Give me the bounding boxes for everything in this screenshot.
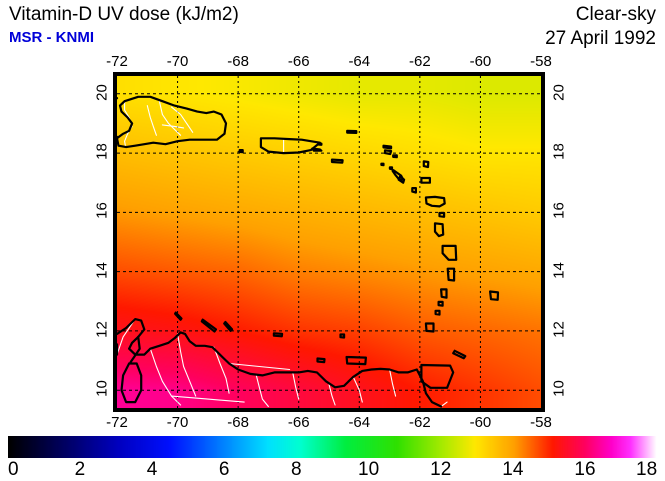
y-axis-tick xyxy=(113,152,117,155)
date-label: 27 April 1992 xyxy=(545,28,656,49)
map-panel xyxy=(113,72,545,412)
y-axis-label: 20 xyxy=(550,83,568,101)
x-axis-tick xyxy=(540,72,542,76)
data-source-label: MSR - KNMI xyxy=(9,29,94,46)
colorbar-tick-label: 2 xyxy=(74,459,86,480)
page-title: Vitamin-D UV dose (kJ/m2) xyxy=(9,4,239,25)
x-axis-label: -64 xyxy=(348,53,371,70)
y-axis-tick xyxy=(541,92,545,95)
x-axis-tick xyxy=(237,408,240,412)
y-axis-label: 10 xyxy=(93,380,111,398)
y-axis-label: 12 xyxy=(550,321,568,338)
y-axis-tick xyxy=(113,389,117,392)
y-axis-tick xyxy=(113,92,117,95)
sky-condition-label: Clear-sky xyxy=(575,4,656,25)
y-axis-tick xyxy=(541,152,545,155)
x-axis-label: -72 xyxy=(106,414,128,431)
x-axis-label: -62 xyxy=(409,414,431,431)
colorbar xyxy=(8,436,657,458)
x-axis-tick xyxy=(116,72,118,76)
x-axis-tick xyxy=(540,408,542,412)
x-axis-label: -60 xyxy=(469,53,492,70)
y-axis-label: 10 xyxy=(550,380,568,398)
colorbar-tick-label: 16 xyxy=(574,459,596,480)
x-axis-tick xyxy=(176,408,179,412)
map-frame xyxy=(113,72,545,412)
colorbar-tick-label: 4 xyxy=(146,459,158,480)
x-axis-tick xyxy=(418,408,421,412)
x-axis-tick xyxy=(479,408,482,412)
x-axis-label: -58 xyxy=(530,53,552,70)
colorbar-tick-label: 12 xyxy=(430,459,452,480)
y-axis-label: 18 xyxy=(93,143,111,160)
x-axis-label: -66 xyxy=(287,53,310,70)
y-axis-label: 16 xyxy=(93,202,111,220)
x-axis-tick xyxy=(237,72,240,76)
x-axis-tick xyxy=(358,408,361,412)
x-axis-label: -64 xyxy=(348,414,371,431)
colorbar-tick-label: 18 xyxy=(636,459,658,480)
x-axis-tick xyxy=(479,72,482,76)
y-axis-tick xyxy=(541,329,545,332)
map-overlay xyxy=(117,76,541,408)
x-axis-label: -62 xyxy=(409,53,431,70)
y-axis-tick xyxy=(541,389,545,392)
uv-dose-raster xyxy=(117,76,541,408)
x-axis-tick xyxy=(297,408,300,412)
x-axis-tick xyxy=(297,72,300,76)
x-axis-tick xyxy=(418,72,421,76)
x-axis-tick xyxy=(116,408,118,412)
x-axis-label: -68 xyxy=(227,53,249,70)
y-axis-label: 18 xyxy=(550,143,568,160)
y-axis-tick xyxy=(113,329,117,332)
y-axis-tick xyxy=(113,270,117,273)
y-axis-tick xyxy=(113,211,117,214)
y-axis-tick xyxy=(541,270,545,273)
x-axis-label: -60 xyxy=(469,414,492,431)
colorbar-tick-label: 10 xyxy=(358,459,380,480)
y-axis-label: 12 xyxy=(93,321,111,338)
x-axis-label: -68 xyxy=(227,414,249,431)
x-axis-label: -70 xyxy=(166,414,189,431)
colorbar-tick-label: 0 xyxy=(8,459,19,480)
y-axis-label: 16 xyxy=(550,202,568,220)
x-axis-label: -58 xyxy=(530,414,552,431)
x-axis-label: -72 xyxy=(106,53,128,70)
x-axis-label: -66 xyxy=(287,414,310,431)
colorbar-tick-label: 14 xyxy=(502,459,524,480)
y-axis-label: 20 xyxy=(93,83,111,101)
y-axis-tick xyxy=(541,211,545,214)
x-axis-tick xyxy=(176,72,179,76)
x-axis-label: -70 xyxy=(166,53,189,70)
y-axis-label: 14 xyxy=(93,261,111,279)
colorbar-tick-label: 8 xyxy=(290,459,302,480)
y-axis-label: 14 xyxy=(550,261,568,279)
x-axis-tick xyxy=(358,72,361,76)
colorbar-tick-label: 6 xyxy=(218,459,230,480)
